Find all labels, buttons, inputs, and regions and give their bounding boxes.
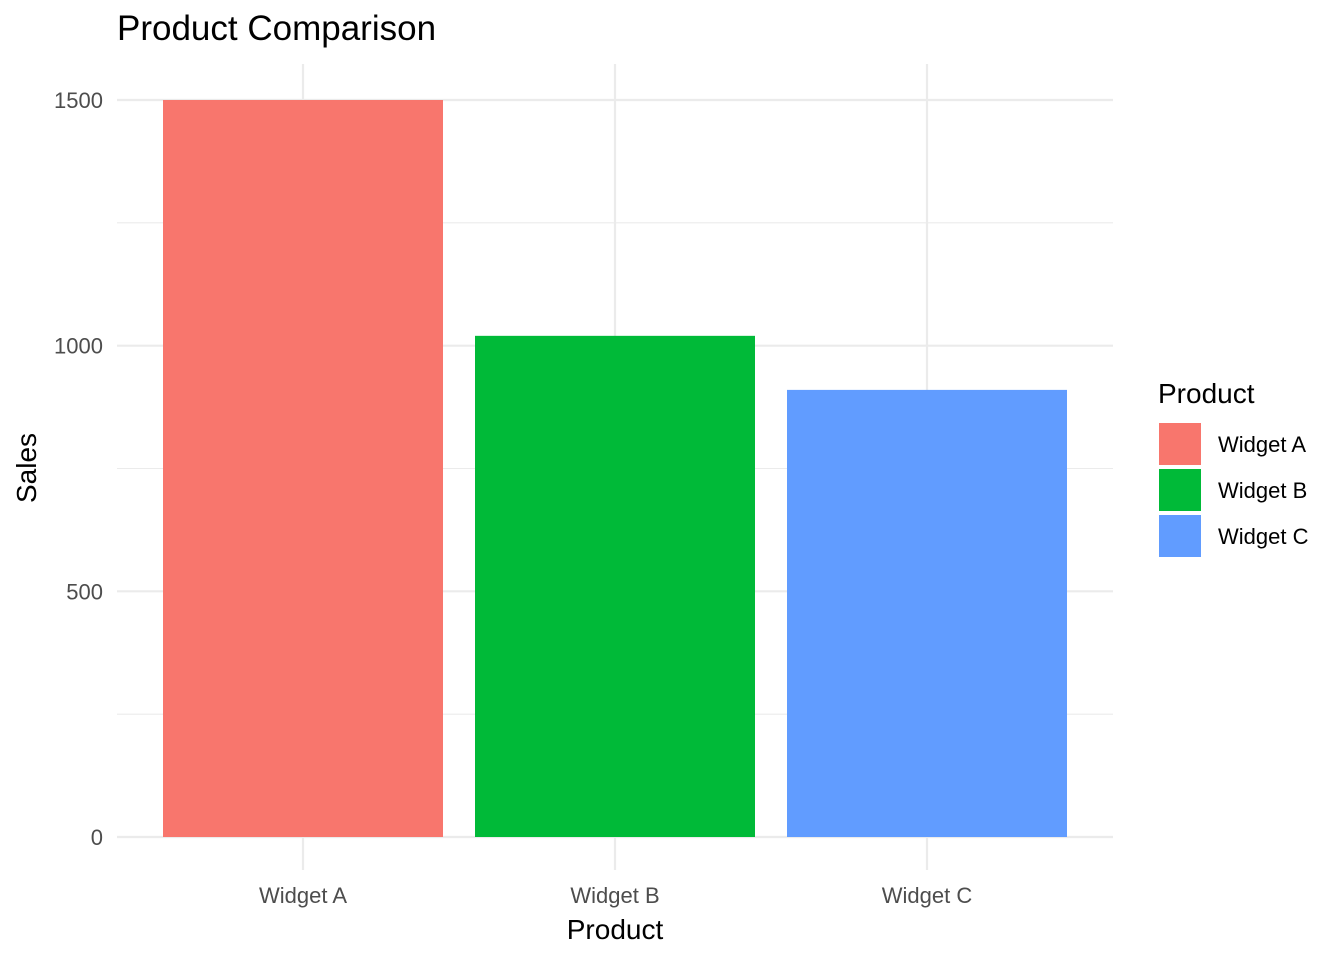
y-tick-label: 0 xyxy=(91,825,103,850)
bar-widget-a xyxy=(163,100,443,837)
bar-widget-c xyxy=(787,389,1067,837)
x-axis-title: Product xyxy=(567,914,664,945)
legend-label: Widget B xyxy=(1218,478,1307,503)
legend: Product Widget A Widget B Widget C xyxy=(1158,378,1309,557)
legend-label: Widget A xyxy=(1218,432,1306,457)
y-axis-title: Sales xyxy=(11,433,42,503)
legend-title: Product xyxy=(1158,378,1255,409)
bars xyxy=(163,100,1067,837)
y-tick-label: 500 xyxy=(66,579,103,604)
y-tick-label: 1000 xyxy=(54,334,103,359)
legend-key xyxy=(1159,423,1201,465)
legend-label: Widget C xyxy=(1218,524,1309,549)
x-axis-ticks: Widget A Widget B Widget C xyxy=(259,883,972,908)
legend-key xyxy=(1159,469,1201,511)
bar-widget-b xyxy=(475,335,755,837)
legend-items: Widget A Widget B Widget C xyxy=(1159,423,1309,557)
legend-key xyxy=(1159,515,1201,557)
x-tick-label: Widget A xyxy=(259,883,347,908)
y-tick-label: 1500 xyxy=(54,88,103,113)
x-tick-label: Widget B xyxy=(570,883,659,908)
x-tick-label: Widget C xyxy=(882,883,973,908)
y-axis-ticks: 0 500 1000 1500 xyxy=(54,88,103,850)
chart-title: Product Comparison xyxy=(117,9,436,48)
